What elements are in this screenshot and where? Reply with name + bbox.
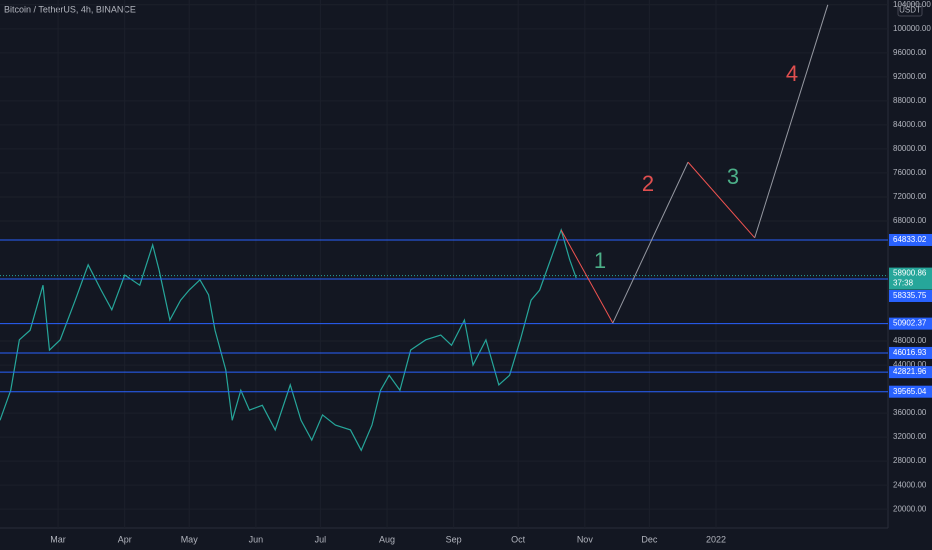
y-tick-label: 24000.00 [893, 480, 927, 489]
projection-segment [754, 4, 829, 238]
countdown: 37:38 [893, 279, 914, 288]
level-label-box [889, 233, 932, 246]
y-tick-label: 100000.00 [893, 24, 931, 33]
currency-box[interactable] [897, 3, 923, 17]
x-tick-label: Oct [511, 534, 526, 544]
y-tick-label: 36000.00 [893, 408, 927, 417]
x-tick-label: Sep [446, 534, 462, 544]
x-tick-label: Dec [641, 534, 658, 544]
y-tick-label: 68000.00 [893, 216, 927, 225]
projection-segment [687, 161, 756, 239]
wave-label: 3 [727, 164, 739, 189]
level-label: 39565.04 [893, 387, 927, 396]
x-tick-label: Jul [315, 534, 327, 544]
wave-label: 2 [642, 171, 654, 196]
y-tick-label: 32000.00 [893, 432, 927, 441]
level-label: 64833.02 [893, 235, 927, 244]
projection-segment [560, 229, 614, 324]
y-tick-label: 76000.00 [893, 168, 927, 177]
level-label-box [889, 366, 932, 379]
x-tick-label: Aug [379, 534, 395, 544]
level-label-box [889, 385, 932, 398]
x-tick-label: Mar [50, 534, 66, 544]
y-tick-label: 72000.00 [893, 192, 927, 201]
y-tick-label: 92000.00 [893, 72, 927, 81]
wave-label: 1 [594, 248, 606, 273]
current-price-box [889, 267, 932, 290]
level-label: 46016.93 [893, 348, 927, 357]
symbol-title: Bitcoin / TetherUS, 4h, BINANCE [4, 4, 136, 14]
y-tick-label: 104000.00 [893, 0, 931, 9]
level-label: 42821.96 [893, 367, 927, 376]
y-tick-label: 48000.00 [893, 336, 927, 345]
y-tick-label: 80000.00 [893, 144, 927, 153]
projection-segment [612, 161, 689, 324]
level-label-box [889, 317, 932, 330]
currency[interactable]: USDT [899, 6, 921, 15]
level-label: 58335.75 [893, 291, 927, 300]
level-label-box [889, 289, 932, 302]
y-tick-label: 28000.00 [893, 456, 927, 465]
level-label-box [889, 346, 932, 359]
x-tick-label: Jun [249, 534, 264, 544]
level-label: 50902.37 [893, 319, 927, 328]
y-tick-label: 88000.00 [893, 96, 927, 105]
y-tick-label: 44000.00 [893, 360, 927, 369]
y-tick-label: 20000.00 [893, 504, 927, 513]
y-tick-label: 96000.00 [893, 48, 927, 57]
wave-label: 4 [786, 61, 798, 86]
x-tick-label: Nov [577, 534, 594, 544]
price-line [0, 228, 577, 452]
current-price: 58900.86 [893, 269, 927, 278]
x-tick-label: May [181, 534, 199, 544]
x-tick-label: 2022 [706, 534, 726, 544]
y-tick-label: 84000.00 [893, 120, 927, 129]
x-tick-label: Apr [118, 534, 132, 544]
